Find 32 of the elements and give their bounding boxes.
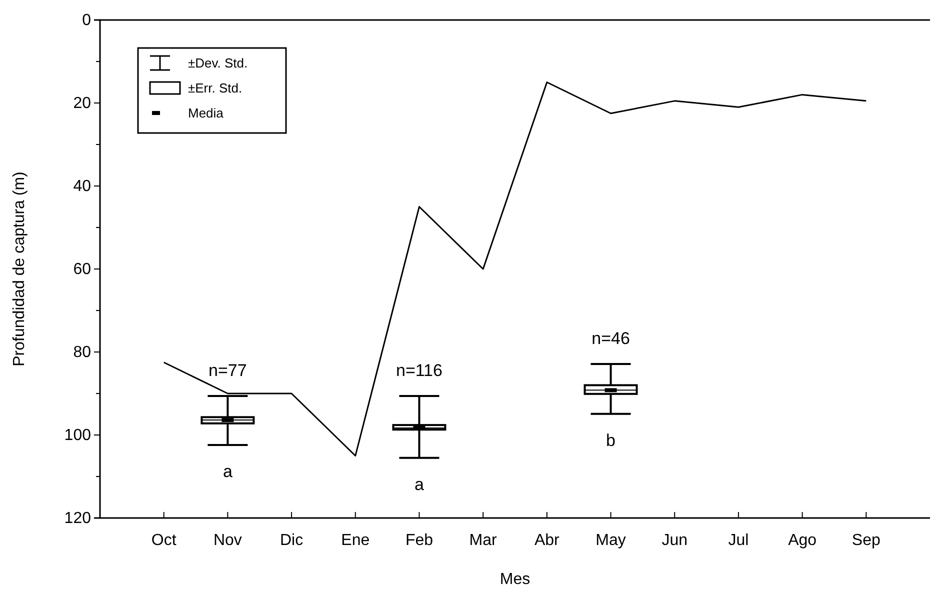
x-tick-label: Oct: [151, 532, 177, 549]
x-tick-label: Nov: [213, 532, 242, 549]
x-tick-label: Feb: [405, 532, 434, 549]
x-tick-label: Jun: [662, 532, 688, 549]
x-tick-label: Ago: [788, 532, 817, 549]
y-tick-label: 100: [64, 427, 92, 444]
annotation: n=46: [592, 328, 630, 348]
x-tick-label: Jul: [728, 532, 749, 549]
key-panel: ±Dev. Std. ±Err. Std. Media: [137, 47, 287, 134]
x-axis-title: Mes: [500, 571, 530, 588]
annotation: n=116: [396, 360, 442, 380]
y-tick-label: 20: [73, 95, 92, 112]
y-tick-label: 0: [82, 12, 92, 30]
annotation: a: [222, 462, 233, 481]
annotation: n=77: [208, 360, 247, 380]
x-tick-label: May: [596, 532, 626, 549]
annotation: ±Err. Std.: [188, 80, 242, 96]
x-tick-label: Mar: [469, 532, 498, 549]
line-series: [163, 82, 867, 456]
y-tick-label: 40: [73, 178, 92, 196]
annotation: Media: [188, 106, 224, 121]
annotation: b: [606, 430, 616, 450]
x-tick-label: Abr: [534, 532, 560, 549]
y-tick-label: 120: [64, 510, 92, 528]
x-tick-label: Sep: [852, 532, 880, 549]
annotation: ±Dev. Std.: [188, 56, 248, 71]
y-tick-label: 60: [73, 261, 92, 278]
annotation: a: [414, 474, 424, 494]
x-tick-label: Ene: [341, 532, 370, 549]
y-tick-label: 80: [73, 344, 92, 362]
y-axis-title: Profundidad de captura (m): [11, 172, 28, 366]
x-tick-label: Dic: [280, 532, 304, 549]
